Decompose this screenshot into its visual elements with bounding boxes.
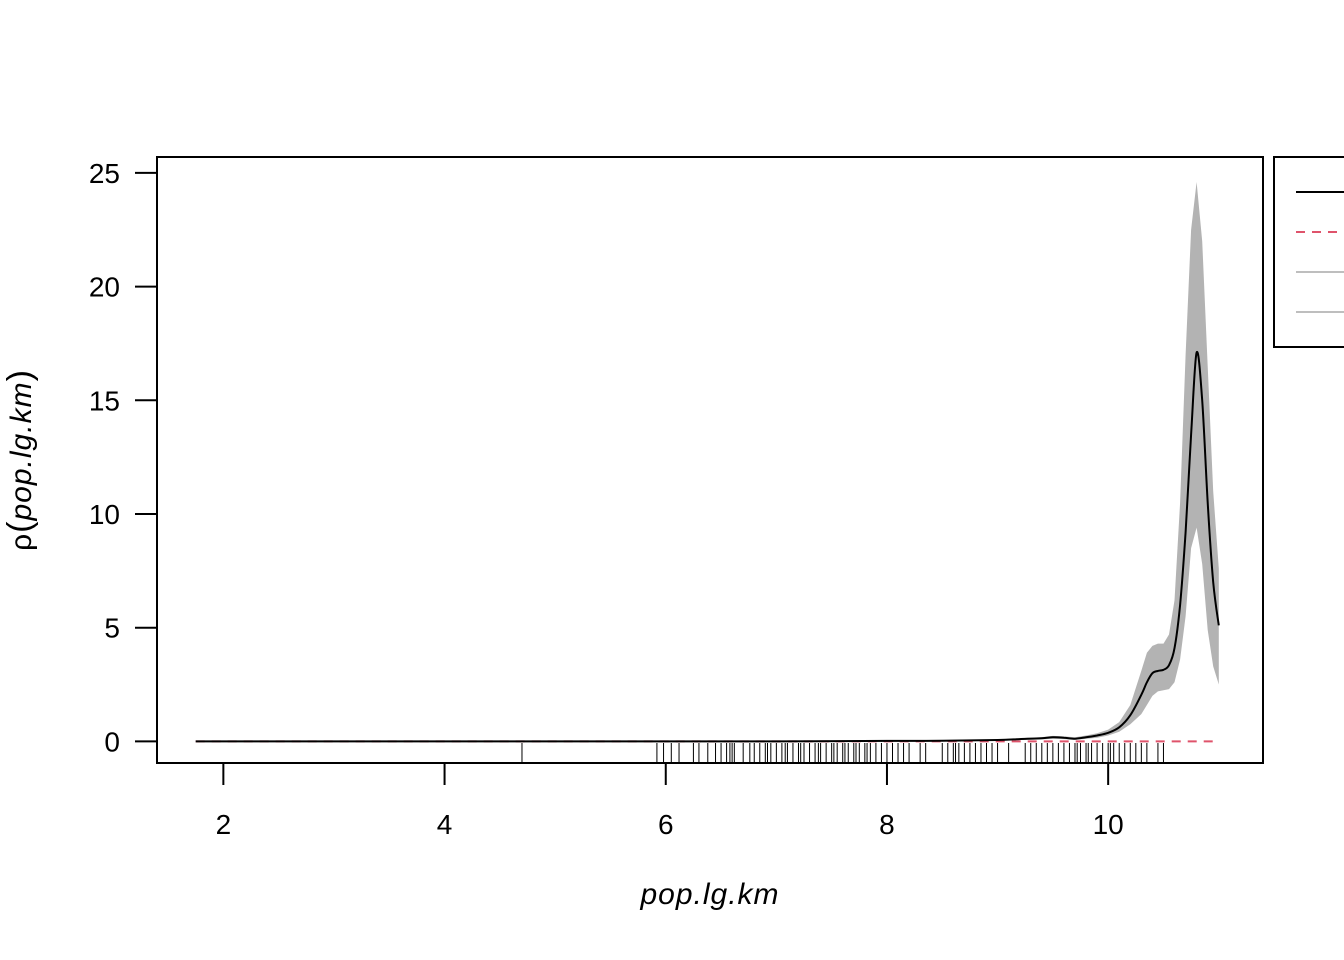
x-tick-label: 10 [1093, 809, 1124, 840]
y-tick-label: 0 [104, 726, 120, 757]
x-tick-label: 4 [437, 809, 453, 840]
y-axis-title-variable: pop.lg.km [5, 381, 38, 521]
legend [1273, 156, 1344, 348]
y-tick-label: 25 [89, 158, 120, 189]
confidence-band [195, 182, 1219, 742]
estimate-curve-layer [195, 350, 1220, 743]
y-axis-title: ρ(pop.lg.km) [1, 369, 39, 551]
svg-text:ρ(pop.lg.km): ρ(pop.lg.km) [1, 369, 39, 551]
confidence-band-layer [195, 182, 1219, 742]
x-axis: 2 4 6 8 10 [216, 762, 1124, 840]
y-tick-label: 5 [104, 613, 120, 644]
y-axis-title-close-paren: ) [1, 369, 39, 381]
y-axis-title-open-paren: ( [1, 521, 39, 533]
x-tick-label: 2 [216, 809, 232, 840]
x-tick-label: 6 [658, 809, 674, 840]
y-tick-label: 20 [89, 272, 120, 303]
y-axis: 0 5 10 15 20 25 [89, 158, 158, 757]
rug-layer [521, 743, 1164, 763]
legend-box [1273, 156, 1344, 348]
y-tick-label: 15 [89, 385, 120, 416]
y-tick-label: 10 [89, 499, 120, 530]
x-axis-title: pop.lg.km [639, 878, 779, 911]
estimate-curve [195, 350, 1220, 743]
x-tick-label: 8 [879, 809, 895, 840]
y-axis-title-rho: ρ [5, 533, 38, 551]
plot-frame [156, 156, 1264, 764]
